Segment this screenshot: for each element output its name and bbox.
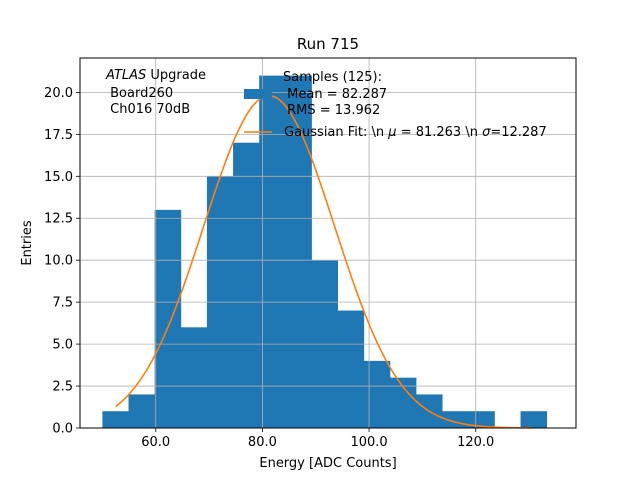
y-tick-label: 7.5: [52, 296, 73, 311]
y-tick-label: 0.0: [52, 422, 73, 437]
x-tick-label: 80.0: [248, 435, 277, 450]
histogram-bar: [102, 411, 129, 428]
histogram-bar: [233, 142, 260, 428]
y-axis-ticks: 0.0 2.5 5.0 7.5 10.0 12.5 15.0 17.5 20.0: [44, 86, 80, 437]
channel-label: Ch016 70dB: [106, 102, 190, 117]
legend-hist-swatch: [244, 89, 272, 99]
histogram-bar: [128, 394, 156, 428]
atlas-label: ATLAS Upgrade: [105, 68, 206, 83]
y-axis-label: Entries: [20, 220, 35, 266]
gaussian-fit-curve: [115, 94, 532, 429]
y-tick-label: 5.0: [52, 338, 73, 353]
y-tick-label: 15.0: [44, 170, 73, 185]
histogram-bar: [259, 75, 286, 428]
chart-title: Run 715: [297, 35, 359, 53]
x-axis-ticks: 60.0 80.0 100.0 120.0: [141, 428, 494, 450]
legend-hist-line3: RMS = 13.962: [283, 103, 380, 118]
plot-frame: [79, 57, 577, 429]
histogram-bar: [389, 377, 417, 428]
y-tick-label: 17.5: [44, 128, 73, 143]
legend-fit-label: Gaussian Fit: \n μ = 81.263 \n σ=12.287: [284, 125, 547, 140]
x-gridlines: [155, 58, 477, 428]
y-tick-label: 20.0: [44, 86, 73, 101]
histogram-bar: [180, 327, 208, 428]
atlas-annotation: ATLAS Upgrade Board260 Ch016 70dB: [105, 68, 206, 117]
histogram-bar: [468, 411, 495, 428]
x-tick-label: 120.0: [457, 435, 494, 450]
histogram-bar: [363, 360, 391, 428]
legend: Samples (125): Mean = 82.287 RMS = 13.96…: [244, 70, 547, 140]
histogram-bar: [520, 411, 548, 428]
y-tick-label: 12.5: [44, 212, 73, 227]
x-axis-label: Energy [ADC Counts]: [259, 456, 396, 471]
legend-hist-line1: Samples (125):: [283, 70, 382, 85]
x-tick-label: 60.0: [141, 435, 170, 450]
histogram-bar: [154, 209, 182, 428]
legend-hist-line2: Mean = 82.287: [283, 87, 387, 102]
y-tick-label: 2.5: [52, 380, 73, 395]
histogram-bar: [337, 310, 365, 428]
y-tick-label: 10.0: [44, 254, 73, 269]
x-tick-label: 100.0: [350, 435, 387, 450]
board-label: Board260: [106, 86, 173, 101]
